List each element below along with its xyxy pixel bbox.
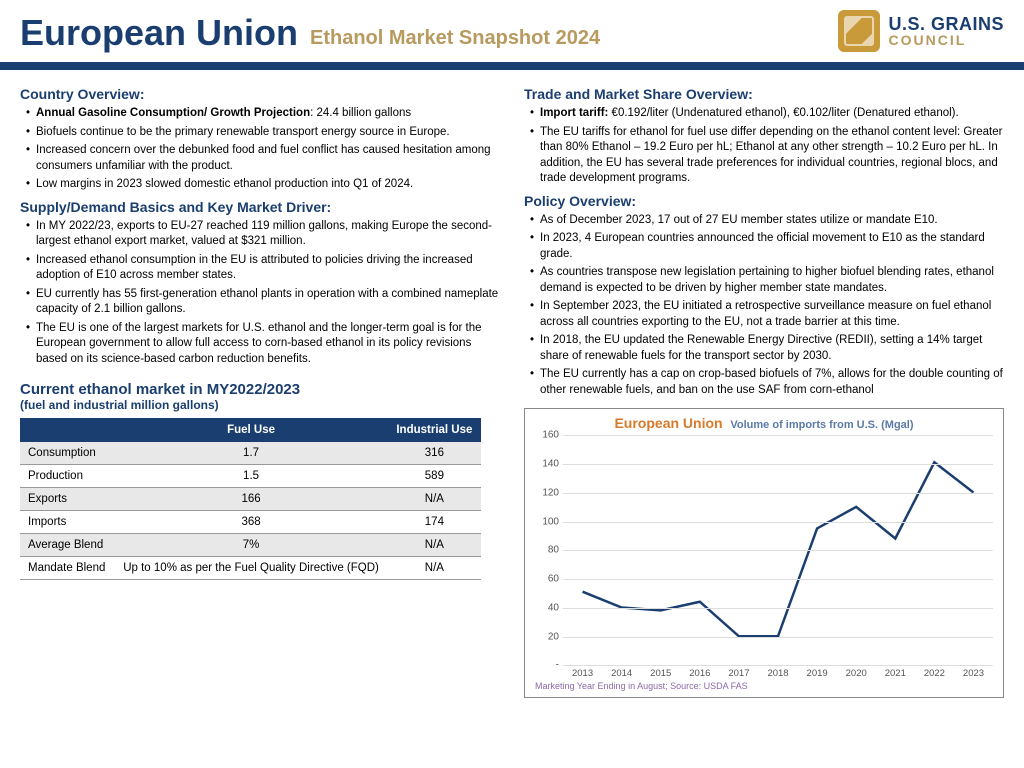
y-tick-label: 80 — [535, 545, 559, 556]
table-cell: Consumption — [20, 442, 114, 465]
y-tick-label: - — [535, 660, 559, 671]
grains-logo-icon — [838, 10, 880, 52]
right-column: Trade and Market Share Overview: Import … — [524, 80, 1004, 698]
policy-head: Policy Overview: — [524, 193, 1004, 209]
list-item: Annual Gasoline Consumption/ Growth Proj… — [26, 106, 500, 122]
x-tick-label: 2013 — [563, 668, 602, 679]
content: Country Overview: Annual Gasoline Consum… — [0, 70, 1024, 698]
header: European Union Ethanol Market Snapshot 2… — [0, 0, 1024, 70]
list-item: Import tariff: €0.192/liter (Undenatured… — [530, 106, 1004, 122]
table-subtitle: (fuel and industrial million gallons) — [20, 398, 500, 412]
x-tick-label: 2014 — [602, 668, 641, 679]
logo-text: U.S. GRAINS COUNCIL — [888, 15, 1004, 47]
table-row: Exports166N/A — [20, 488, 481, 511]
table-row: Production1.5589 — [20, 465, 481, 488]
table-cell: 174 — [388, 511, 481, 534]
supply-head: Supply/Demand Basics and Key Market Driv… — [20, 199, 500, 215]
policy-list: As of December 2023, 17 out of 27 EU mem… — [524, 213, 1004, 399]
country-overview-head: Country Overview: — [20, 86, 500, 102]
x-tick-label: 2021 — [876, 668, 915, 679]
table-cell: Up to 10% as per the Fuel Quality Direct… — [114, 557, 388, 580]
list-item: In 2018, the EU updated the Renewable En… — [530, 333, 1004, 364]
table-row: Mandate BlendUp to 10% as per the Fuel Q… — [20, 557, 481, 580]
x-tick-label: 2015 — [641, 668, 680, 679]
table-cell: 7% — [114, 534, 388, 557]
page-title-main: European Union — [20, 12, 298, 54]
chart-footer: Marketing Year Ending in August; Source:… — [535, 681, 993, 691]
logo: U.S. GRAINS COUNCIL — [838, 10, 1004, 54]
list-item: Increased ethanol consumption in the EU … — [26, 253, 500, 284]
table-header: Fuel Use — [114, 418, 388, 442]
y-tick-label: 120 — [535, 487, 559, 498]
list-item: The EU tariffs for ethanol for fuel use … — [530, 125, 1004, 187]
table-cell: 1.7 — [114, 442, 388, 465]
table-cell: Average Blend — [20, 534, 114, 557]
trade-head: Trade and Market Share Overview: — [524, 86, 1004, 102]
logo-line1: U.S. GRAINS — [888, 15, 1004, 33]
list-item: Low margins in 2023 slowed domestic etha… — [26, 177, 500, 193]
y-tick-label: 40 — [535, 602, 559, 613]
table-cell: 589 — [388, 465, 481, 488]
table-row: Consumption1.7316 — [20, 442, 481, 465]
table-title: Current ethanol market in MY2022/2023 — [20, 381, 500, 398]
table-row: Imports368174 — [20, 511, 481, 534]
table-cell: 166 — [114, 488, 388, 511]
left-column: Country Overview: Annual Gasoline Consum… — [20, 80, 500, 698]
list-item: As countries transpose new legislation p… — [530, 265, 1004, 296]
table-cell: 1.5 — [114, 465, 388, 488]
country-overview-list: Annual Gasoline Consumption/ Growth Proj… — [20, 106, 500, 193]
y-tick-label: 100 — [535, 516, 559, 527]
y-tick-label: 60 — [535, 574, 559, 585]
market-table: Fuel UseIndustrial Use Consumption1.7316… — [20, 418, 481, 580]
chart-title-main: European Union — [614, 415, 722, 431]
table-cell: Production — [20, 465, 114, 488]
chart-title-sub: Volume of imports from U.S. (Mgal) — [730, 419, 913, 431]
chart-container: European Union Volume of imports from U.… — [524, 408, 1004, 698]
supply-list: In MY 2022/23, exports to EU-27 reached … — [20, 219, 500, 368]
chart-title: European Union Volume of imports from U.… — [535, 415, 993, 431]
table-header: Industrial Use — [388, 418, 481, 442]
list-item: The EU is one of the largest markets for… — [26, 321, 500, 368]
y-tick-label: 20 — [535, 631, 559, 642]
table-cell: 316 — [388, 442, 481, 465]
x-tick-label: 2019 — [798, 668, 837, 679]
x-tick-label: 2017 — [719, 668, 758, 679]
table-header — [20, 418, 114, 442]
x-tick-label: 2016 — [680, 668, 719, 679]
list-item: The EU currently has a cap on crop-based… — [530, 367, 1004, 398]
table-cell: Imports — [20, 511, 114, 534]
x-tick-label: 2023 — [954, 668, 993, 679]
list-item: Biofuels continue to be the primary rene… — [26, 125, 500, 141]
x-tick-label: 2018 — [758, 668, 797, 679]
list-item: In 2023, 4 European countries announced … — [530, 231, 1004, 262]
table-cell: N/A — [388, 557, 481, 580]
x-tick-label: 2020 — [837, 668, 876, 679]
table-cell: 368 — [114, 511, 388, 534]
list-item: As of December 2023, 17 out of 27 EU mem… — [530, 213, 1004, 229]
list-item: EU currently has 55 first-generation eth… — [26, 287, 500, 318]
logo-line2: COUNCIL — [888, 33, 1004, 47]
table-row: Average Blend7%N/A — [20, 534, 481, 557]
y-tick-label: 140 — [535, 459, 559, 470]
table-cell: Mandate Blend — [20, 557, 114, 580]
x-tick-label: 2022 — [915, 668, 954, 679]
table-cell: N/A — [388, 534, 481, 557]
list-item: Increased concern over the debunked food… — [26, 143, 500, 174]
table-cell: Exports — [20, 488, 114, 511]
page-title-sub: Ethanol Market Snapshot 2024 — [310, 27, 600, 54]
y-tick-label: 160 — [535, 430, 559, 441]
trade-list: Import tariff: €0.192/liter (Undenatured… — [524, 106, 1004, 187]
list-item: In MY 2022/23, exports to EU-27 reached … — [26, 219, 500, 250]
list-item: In September 2023, the EU initiated a re… — [530, 299, 1004, 330]
table-cell: N/A — [388, 488, 481, 511]
chart-area: 2013201420152016201720182019202020212022… — [563, 435, 993, 665]
